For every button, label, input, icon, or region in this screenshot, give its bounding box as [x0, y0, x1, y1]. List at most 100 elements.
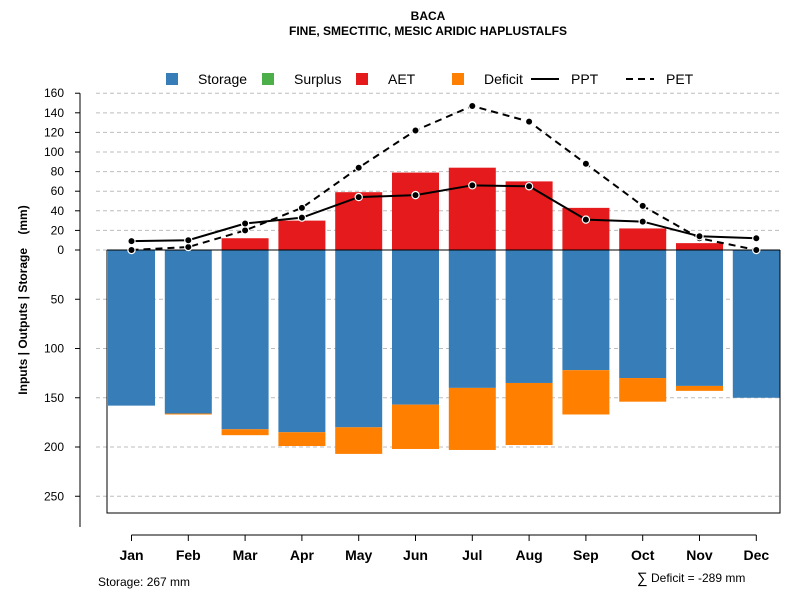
deficit-bar-jul	[448, 387, 496, 450]
footnote-storage: Storage: 267 mm	[98, 575, 190, 589]
y-axis: 0 20 40 60 80 100 120 140 160 50 100 150 200 250	[44, 86, 81, 527]
aet-bar-apr	[278, 220, 326, 250]
aet-bar-mar	[221, 238, 269, 250]
ppt-point	[638, 217, 647, 226]
ppt-point	[581, 215, 591, 224]
pet-point	[524, 117, 534, 126]
deficit-bar-oct	[619, 378, 667, 402]
storage-legend-swatch	[166, 73, 178, 85]
bars	[108, 167, 780, 454]
y-tick-label: 20	[51, 223, 65, 237]
y-tick-label: 100	[44, 342, 64, 356]
chart-title: BACA	[411, 9, 446, 23]
ppt-point	[695, 232, 704, 241]
deficit-bar-sep	[562, 370, 610, 415]
pet-point	[581, 159, 591, 168]
storage-frame	[106, 250, 781, 514]
aet-legend-swatch	[356, 73, 368, 85]
storage-bar-oct	[619, 250, 667, 379]
pet-point	[240, 226, 250, 235]
ppt-legend-label: PPT	[571, 71, 599, 87]
ppt-point	[752, 234, 761, 243]
aet-bar-jun	[392, 172, 439, 250]
x-tick-label-dec: Dec	[743, 547, 769, 563]
footnote-deficit-sum-icon: ∑	[637, 570, 648, 587]
pet-point	[297, 203, 307, 213]
deficit-bar-may	[335, 427, 383, 454]
ppt-point	[411, 190, 420, 200]
storage-bar-feb	[164, 250, 212, 414]
pet-point	[184, 242, 193, 252]
aet-bar-nov	[676, 243, 723, 250]
x-tick-label-jun: Jun	[403, 547, 428, 563]
aet-bar-oct	[619, 228, 667, 250]
deficit-bar-nov	[676, 385, 723, 391]
surplus-legend-label: Surplus	[294, 71, 341, 87]
x-tick-label-jul: Jul	[462, 547, 482, 563]
ppt-point	[297, 213, 307, 222]
deficit-bar-aug	[505, 382, 553, 446]
deficit-bar-jun	[392, 404, 439, 449]
x-tick-label-nov: Nov	[686, 547, 713, 563]
x-tick-label-aug: Aug	[515, 547, 542, 563]
pet-point	[468, 101, 477, 111]
aet-legend-label: AET	[388, 71, 416, 87]
storage-bar-mar	[221, 250, 269, 430]
y-axis-label: Inputs | Outputs | Storage (mm)	[16, 205, 30, 394]
plot-frame	[106, 249, 781, 514]
deficit-bar-mar	[221, 429, 269, 436]
legend: Storage Surplus AET Deficit PPT PET	[166, 71, 694, 87]
y-tick-label: 160	[44, 86, 64, 100]
aet-bar-jul	[448, 167, 496, 250]
y-tick-label: 40	[51, 204, 65, 218]
ppt-point	[127, 236, 136, 246]
ppt-point	[240, 219, 250, 228]
storage-bar-jul	[448, 250, 496, 388]
pet-point	[411, 126, 420, 135]
storage-bar-sep	[562, 250, 610, 371]
ppt-point	[524, 182, 534, 191]
y-tick-label: 100	[44, 145, 64, 159]
storage-bar-nov	[676, 250, 723, 386]
deficit-legend-swatch	[452, 73, 464, 85]
x-tick-label-sep: Sep	[573, 547, 599, 563]
deficit-bar-apr	[278, 432, 326, 447]
y-tick-label: 0	[57, 243, 64, 257]
y-tick-label: 50	[51, 292, 65, 306]
pet-point	[752, 245, 761, 255]
deficit-bar-feb	[164, 413, 212, 415]
aet-bar-sep	[562, 207, 610, 250]
aet-bar-aug	[505, 181, 553, 250]
x-tick-label-may: May	[345, 547, 372, 563]
storage-bar-may	[335, 250, 383, 428]
chart-subtitle: FINE, SMECTITIC, MESIC ARIDIC HAPLUSTALF…	[289, 24, 567, 38]
pet-point	[638, 201, 647, 211]
x-tick-label-jan: Jan	[119, 547, 143, 563]
deficit-legend-label: Deficit	[484, 71, 523, 87]
storage-bar-jan	[108, 250, 155, 406]
y-tick-label: 120	[44, 125, 64, 139]
y-tick-label: 250	[44, 489, 64, 503]
storage-bar-jun	[392, 250, 439, 405]
x-tick-label-feb: Feb	[176, 547, 201, 563]
y-tick-label: 140	[44, 106, 64, 120]
pet-point	[354, 163, 363, 172]
ppt-line	[131, 184, 757, 243]
storage-bar-dec	[732, 250, 780, 398]
x-axis: Jan Feb Mar Apr May Jun Jul Aug Sep Oct Nov Dec	[119, 534, 769, 563]
y-tick-label: 150	[44, 391, 64, 405]
y-tick-label: 60	[51, 184, 65, 198]
y-tick-label: 80	[51, 165, 65, 179]
storage-legend-label: Storage	[198, 71, 247, 87]
storage-bar-apr	[278, 250, 326, 433]
y-tick-label: 200	[44, 440, 64, 454]
ppt-point	[184, 236, 193, 245]
pet-legend-label: PET	[666, 71, 694, 87]
footnote-deficit: Deficit = -289 mm	[651, 571, 745, 585]
series-lines	[127, 101, 761, 255]
ppt-point	[354, 192, 363, 202]
ppt-point	[468, 181, 477, 190]
surplus-legend-swatch	[262, 73, 274, 85]
storage-bar-aug	[505, 250, 553, 383]
